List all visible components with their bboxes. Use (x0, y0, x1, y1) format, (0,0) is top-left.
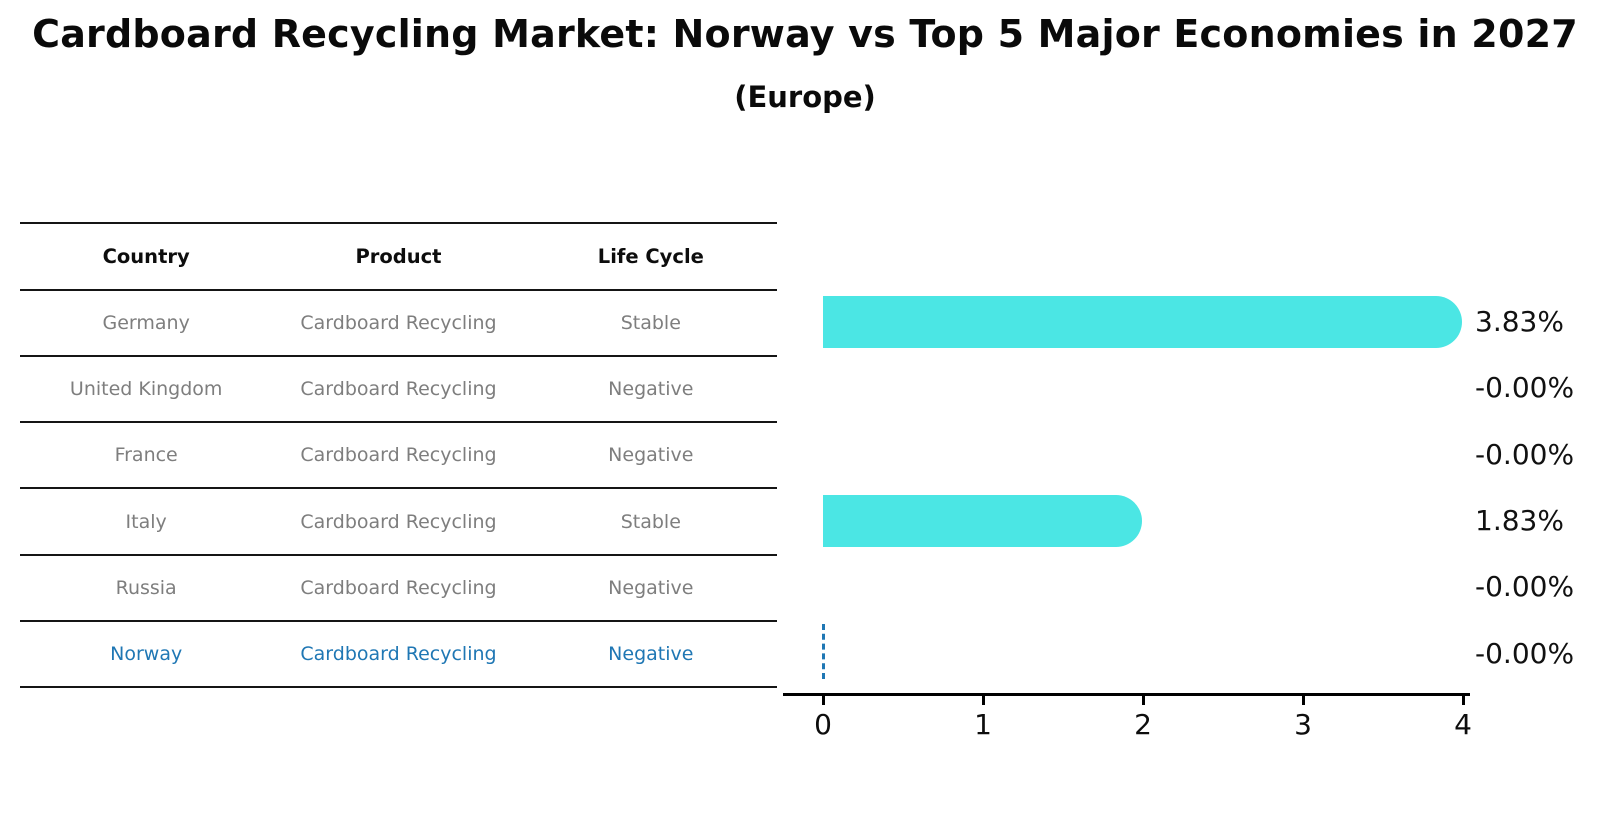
cell-product: Cardboard Recycling (300, 377, 497, 400)
x-axis-tick-label: 2 (1134, 708, 1152, 741)
table-row: Russia Cardboard Recycling Negative (20, 556, 777, 622)
x-axis-tick (1301, 696, 1305, 705)
table-header-row: Country Product Life Cycle (20, 224, 777, 291)
chart-subtitle: (Europe) (734, 80, 876, 114)
chart-title: Cardboard Recycling Market: Norway vs To… (32, 12, 1578, 56)
bar-value-label: 1.83% (1475, 504, 1564, 538)
bar-value-label: -0.00% (1475, 636, 1575, 670)
cell-product: Cardboard Recycling (300, 510, 497, 533)
x-axis-tick (981, 696, 985, 705)
x-axis-tick (1461, 696, 1465, 705)
column-header-life-cycle: Life Cycle (597, 244, 704, 268)
table-row: Norway Cardboard Recycling Negative (20, 622, 777, 689)
cell-life-cycle: Negative (608, 643, 694, 666)
cell-life-cycle: Negative (608, 444, 694, 467)
cell-life-cycle: Stable (620, 311, 681, 334)
norway-zero-marker (821, 623, 825, 679)
cell-product: Cardboard Recycling (300, 311, 497, 334)
table-row: United Kingdom Cardboard Recycling Negativ… (20, 357, 777, 424)
bar-value-label: 3.83% (1475, 305, 1564, 339)
column-header-country: Country (102, 244, 190, 268)
x-axis-tick-label: 4 (1454, 708, 1472, 741)
cell-life-cycle: Negative (608, 576, 694, 599)
table-row: Italy Cardboard Recycling Stable (20, 489, 777, 556)
x-axis-tick (821, 696, 825, 705)
x-axis-tick-label: 0 (814, 708, 832, 741)
x-axis-line (783, 693, 1470, 696)
cell-product: Cardboard Recycling (300, 444, 497, 467)
bar-value-label: -0.00% (1475, 437, 1575, 471)
bar-italy (823, 495, 1142, 548)
cell-country: Italy (125, 510, 167, 533)
table-row: France Cardboard Recycling Negative (20, 423, 777, 490)
cell-product: Cardboard Recycling (300, 576, 497, 599)
x-axis-tick (1141, 696, 1145, 705)
bar-germany (823, 296, 1462, 349)
table-row: Germany Cardboard Recycling Stable (20, 291, 777, 357)
cell-country: France (114, 444, 178, 467)
cell-country: United Kingdom (69, 377, 223, 400)
bar-value-label: -0.00% (1475, 371, 1575, 405)
column-header-product: Product (355, 244, 442, 268)
cell-country: Russia (115, 576, 177, 599)
country-table: Country Product Life Cycle Germany Cardbo… (20, 222, 777, 689)
cell-life-cycle: Stable (620, 510, 681, 533)
table-body: Germany Cardboard Recycling Stable United K… (20, 291, 777, 689)
x-axis-tick-label: 3 (1294, 708, 1312, 741)
cell-country: Germany (102, 311, 190, 334)
x-axis-tick-label: 1 (974, 708, 992, 741)
cell-country: Norway (110, 643, 183, 666)
cell-product: Cardboard Recycling (300, 643, 497, 666)
cell-life-cycle: Negative (608, 377, 694, 400)
bar-value-label: -0.00% (1475, 570, 1575, 604)
